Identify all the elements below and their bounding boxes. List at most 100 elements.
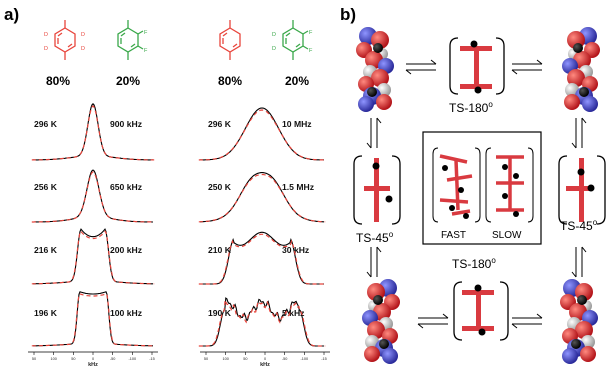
right-percent-green: 20%: [285, 74, 309, 88]
model-atom: [573, 43, 583, 53]
panel-b-label: b): [340, 5, 356, 24]
spectrum-simulated-3: [31, 293, 155, 347]
panel-a-label: a): [4, 5, 19, 24]
model-atom: [364, 346, 380, 362]
axis-tick-label: 0: [264, 357, 266, 361]
spectrum-experimental-1: [200, 172, 324, 223]
axis-tick-label: -15: [321, 357, 327, 361]
axis-tick-label: -15: [149, 357, 155, 361]
model-atom: [371, 69, 389, 87]
spectrum-simulated-2: [31, 230, 155, 285]
atom-label-d4: D: [81, 46, 85, 52]
right-temp-1: 250 K: [208, 182, 232, 192]
left-axis: 50 100 50 0 -50 -100 -15 kHz: [28, 351, 158, 368]
axis-tick-label: 50: [243, 357, 247, 361]
molecule-red-deuterated: [54, 20, 76, 60]
ts-180-top-diagram: TS-180o: [449, 37, 505, 115]
axis-tick-label: 100: [50, 357, 56, 361]
atom-label-f1: F: [144, 30, 148, 36]
left-percent-green: 20%: [116, 74, 140, 88]
atom-label-d1: D: [44, 32, 48, 38]
spectrum-simulated-0: [31, 105, 155, 161]
axis-tick-label: -100: [301, 357, 309, 361]
ts-45-left-diagram: TS-45o: [353, 155, 401, 245]
right-rate-3: 5 kHz: [282, 308, 304, 318]
spectrum-simulated-3: [198, 299, 326, 347]
ts-180-bottom-label: TS-180o: [452, 256, 496, 271]
model-atom: [567, 69, 585, 87]
atom-label-f4: F: [309, 48, 313, 54]
model-atom: [376, 94, 392, 110]
atom-label-d3: D: [81, 32, 85, 38]
spectrum-experimental-0: [200, 107, 324, 161]
molecular-model-bottom-left: [362, 279, 400, 364]
model-atom: [580, 346, 596, 362]
ts-180-top-label: TS-180o: [449, 100, 493, 115]
right-rate-0: 10 MHz: [282, 119, 312, 129]
model-atom: [577, 295, 587, 305]
spectrum-simulated-2: [198, 233, 326, 285]
atom-label-f2: F: [144, 48, 148, 54]
model-atom: [367, 321, 385, 339]
right-percent-red: 80%: [218, 74, 242, 88]
left-temp-0: 296 K: [34, 119, 58, 129]
spectrum-experimental-0: [33, 103, 153, 161]
equilibrium-arrows: [366, 59, 587, 329]
left-spectra-plot: [31, 103, 155, 347]
axis-tick-label: 50: [71, 357, 75, 361]
atom-label-f3: F: [309, 30, 313, 36]
spectrum-experimental-1: [33, 169, 153, 223]
molecule-green-fluorinated: [117, 20, 144, 60]
axis-tick-label: -100: [129, 357, 137, 361]
spectrum-simulated-0: [198, 109, 326, 161]
ts-45-right-label: TS-45o: [560, 218, 598, 233]
model-atom: [373, 295, 383, 305]
model-atom: [562, 348, 578, 364]
slow-label: SLOW: [492, 230, 522, 241]
ts-45-left-label: TS-45o: [356, 230, 394, 245]
axis-tick-label: -50: [110, 357, 116, 361]
model-atom: [582, 96, 598, 112]
spectrum-simulated-1: [31, 171, 155, 223]
model-atom: [382, 348, 398, 364]
spectrum-experimental-3: [33, 291, 153, 347]
right-temp-0: 296 K: [208, 119, 232, 129]
model-atom: [564, 94, 580, 110]
molecular-model-bottom-right: [560, 279, 598, 364]
left-spectrum-labels: 296 K 900 kHz 256 K 650 kHz 216 K 200 kH…: [34, 119, 142, 318]
right-rate-2: 30 kHz: [282, 245, 309, 255]
left-axis-unit: kHz: [88, 362, 98, 368]
right-axis-unit: kHz: [260, 362, 270, 368]
axis-tick-label: -50: [282, 357, 288, 361]
molecule-red-protio: [219, 20, 241, 60]
model-atom: [575, 321, 593, 339]
model-atom: [579, 87, 589, 97]
axis-tick-label: 0: [92, 357, 94, 361]
spectrum-experimental-2: [33, 228, 153, 285]
molecule-green-fluorinated-deuterated: [282, 20, 309, 60]
axis-tick-label: 50: [204, 357, 208, 361]
spectrum-experimental-3: [200, 297, 324, 347]
left-temp-3: 196 K: [34, 308, 58, 318]
molecular-model-top-right: [562, 27, 600, 112]
axis-tick-label: 100: [222, 357, 228, 361]
atom-label-d6: D: [272, 46, 276, 52]
atom-label-d5: D: [272, 32, 276, 38]
model-atom: [367, 87, 377, 97]
left-rate-3: 100 kHz: [110, 308, 142, 318]
left-rate-1: 650 kHz: [110, 182, 142, 192]
ts-180-bottom-diagram: TS-180o: [452, 256, 509, 341]
model-atom: [358, 96, 374, 112]
axis-tick-label: 50: [32, 357, 36, 361]
left-rate-2: 200 kHz: [110, 245, 142, 255]
model-atom: [571, 339, 581, 349]
left-rate-0: 900 kHz: [110, 119, 142, 129]
ts-45-right-diagram: TS-45o: [558, 155, 606, 233]
right-temp-2: 210 K: [208, 245, 232, 255]
spectrum-experimental-2: [200, 231, 324, 285]
right-rate-1: 1.5 MHz: [282, 182, 314, 192]
spectrum-simulated-1: [198, 173, 326, 223]
right-axis: 50 100 50 0 -50 -100 -15 kHz: [200, 351, 330, 368]
left-temp-1: 256 K: [34, 182, 58, 192]
